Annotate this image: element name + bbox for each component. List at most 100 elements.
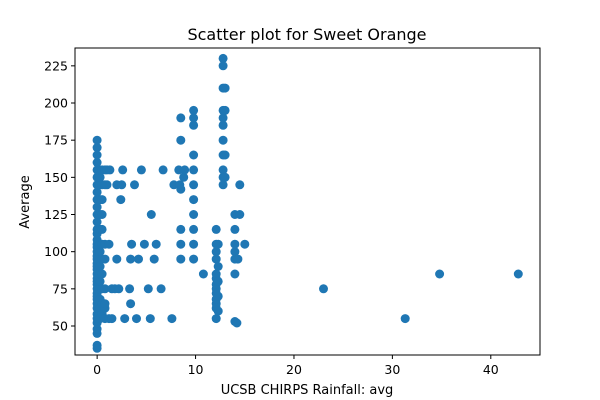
scatter-point: [92, 150, 102, 160]
y-tick-label: 225: [44, 58, 68, 73]
scatter-point: [145, 314, 155, 324]
scatter-point: [100, 284, 110, 294]
scatter-point: [235, 180, 245, 190]
scatter-point: [114, 284, 124, 294]
scatter-point: [95, 276, 105, 286]
scatter-point: [176, 113, 186, 123]
scatter-point: [189, 239, 199, 249]
scatter-point: [189, 150, 199, 160]
scatter-point: [176, 135, 186, 145]
scatter-point: [230, 247, 240, 257]
scatter-point: [211, 269, 221, 279]
scatter-point: [100, 299, 110, 309]
scatter-point: [139, 239, 149, 249]
scatter-point: [105, 165, 115, 175]
scatter-point: [435, 269, 445, 279]
scatter-point: [218, 113, 228, 123]
scatter-point: [146, 210, 156, 219]
scatter-point: [240, 239, 250, 249]
scatter-point: [319, 284, 328, 294]
scatter-point: [118, 165, 128, 175]
y-tick-label: 75: [52, 281, 68, 296]
y-tick-label: 125: [44, 207, 68, 222]
plot-area-frame: [74, 47, 541, 356]
x-tick-label: 40: [483, 362, 499, 377]
scatter-point: [213, 239, 223, 249]
scatter-point: [230, 224, 240, 234]
scatter-point: [104, 239, 114, 249]
scatter-point: [189, 120, 199, 130]
scatter-point: [95, 247, 105, 257]
scatter-point: [95, 172, 105, 182]
scatter-point: [211, 314, 221, 324]
scatter-point: [120, 314, 130, 324]
scatter-point: [92, 202, 102, 212]
scatter-point: [92, 158, 102, 167]
scatter-point: [218, 53, 228, 63]
scatter-point: [213, 262, 223, 271]
scatter-point: [220, 83, 230, 93]
scatter-point: [97, 195, 107, 205]
scatter-point: [220, 105, 230, 115]
scatter-point: [189, 165, 199, 175]
scatter-point: [233, 254, 243, 264]
scatter-point: [213, 276, 223, 286]
scatter-point: [130, 180, 139, 190]
scatter-point: [189, 210, 199, 219]
x-axis-label: UCSB CHIRPS Rainfall: avg: [221, 383, 394, 398]
scatter-point: [151, 239, 161, 249]
scatter-point: [97, 269, 107, 279]
scatter-point: [220, 150, 230, 160]
scatter-point: [97, 210, 107, 219]
scatter-point: [176, 184, 186, 194]
scatter-point: [92, 135, 102, 145]
x-tick-label: 20: [286, 362, 302, 377]
scatter-point: [235, 210, 245, 219]
scatter-point: [100, 254, 110, 264]
scatter-point: [158, 165, 168, 175]
scatter-point: [189, 254, 199, 264]
scatter-point: [218, 61, 228, 71]
scatter-point: [213, 291, 223, 301]
scatter-point: [189, 180, 199, 190]
y-tick-label: 50: [52, 319, 68, 334]
scatter-point: [136, 165, 146, 175]
scatter-point: [213, 306, 223, 316]
scatter-points: [92, 53, 523, 353]
scatter-point: [232, 318, 242, 328]
scatter-point: [218, 180, 228, 190]
scatter-point: [189, 195, 199, 205]
scatter-point: [176, 239, 186, 249]
scatter-point: [513, 269, 523, 279]
y-axis-label: Average: [18, 175, 33, 228]
scatter-point: [92, 217, 102, 227]
scatter-point: [126, 254, 136, 264]
scatter-point: [117, 180, 127, 190]
scatter-point: [218, 135, 228, 145]
scatter-point: [189, 105, 199, 115]
scatter-point: [149, 254, 159, 264]
scatter-point: [95, 262, 105, 271]
scatter-point: [218, 120, 228, 130]
scatter-point: [167, 314, 177, 324]
y-tick-label: 200: [44, 96, 68, 111]
scatter-point: [211, 254, 221, 264]
scatter-point: [176, 254, 186, 264]
scatter-point: [107, 314, 117, 324]
scatter-point: [176, 224, 186, 234]
scatter-point: [112, 254, 122, 264]
y-tick-label: 150: [44, 170, 68, 185]
y-tick-label: 175: [44, 133, 68, 148]
scatter-point: [180, 165, 190, 175]
x-axis-ticks: 0 10 20 30 40: [93, 355, 499, 377]
scatter-point: [211, 247, 221, 257]
scatter-point: [92, 187, 102, 197]
scatter-point: [92, 340, 102, 350]
scatter-point: [127, 239, 137, 249]
scatter-point: [132, 314, 141, 324]
chart-title: Scatter plot for Sweet Orange: [187, 25, 426, 44]
scatter-point: [116, 195, 126, 205]
scatter-point: [92, 143, 102, 153]
